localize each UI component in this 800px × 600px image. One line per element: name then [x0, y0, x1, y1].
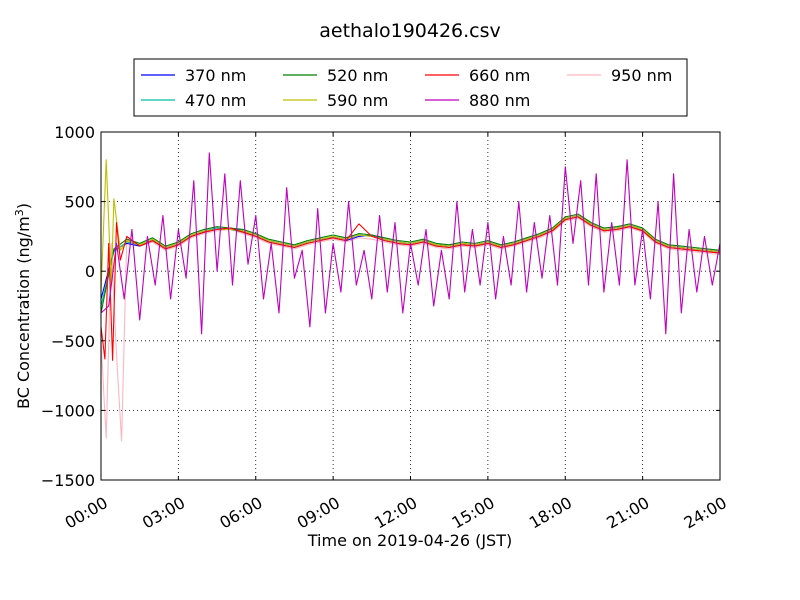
chart-title: aethalo190426.csv	[319, 20, 501, 42]
legend-label: 520 nm	[327, 66, 388, 85]
legend-frame	[133, 58, 688, 117]
legend: 370 nm 470 nm 520 nm 590 nm 660 nm 880 nm 950 …	[133, 58, 688, 117]
y-tick-label: 1000	[54, 123, 95, 142]
y-tick-label: −1000	[41, 401, 95, 420]
y-axis-label-end: )	[14, 203, 33, 209]
legend-label: 470 nm	[185, 91, 246, 110]
y-tick-label: 0	[85, 262, 95, 281]
legend-label: 660 nm	[469, 66, 530, 85]
y-tick-label: 500	[64, 193, 95, 212]
series-line-880-nm	[100, 152, 721, 335]
series-layer	[100, 152, 721, 442]
y-tick-label: −1500	[41, 471, 95, 490]
series-line-520-nm	[100, 213, 721, 314]
legend-label: 370 nm	[185, 66, 246, 85]
series-line-590-nm	[100, 159, 721, 293]
series-line-660-nm	[100, 216, 721, 361]
legend-label: 880 nm	[469, 91, 530, 110]
y-tick-label: −500	[51, 332, 95, 351]
y-axis-label-superscript: 3	[13, 209, 26, 216]
y-axis-label: BC Concentration (ng/m3)	[13, 203, 33, 409]
legend-label: 590 nm	[327, 91, 388, 110]
y-axis-label-main: BC Concentration (ng/m	[14, 216, 33, 409]
legend-label: 950 nm	[611, 66, 672, 85]
x-axis-label: Time on 2019-04-26 (JST)	[307, 531, 512, 550]
